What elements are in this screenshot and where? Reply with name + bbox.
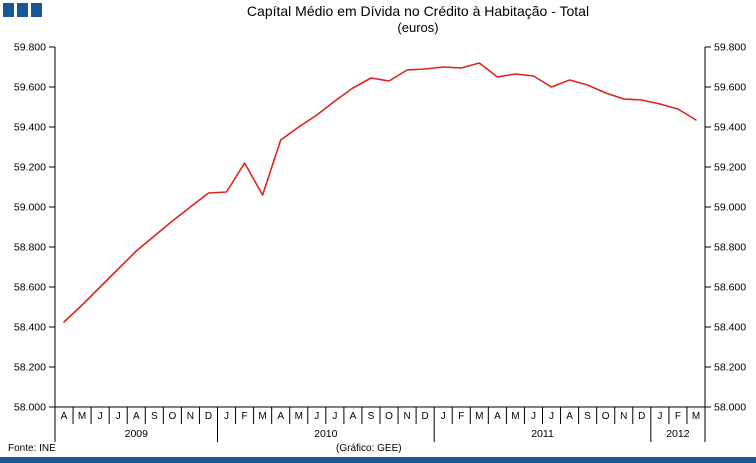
month-label: N [187, 411, 194, 422]
month-label: J [314, 411, 319, 422]
month-label: S [151, 411, 158, 422]
year-label: 2011 [531, 428, 554, 440]
month-label: A [61, 411, 68, 422]
y-tick-label-right: 58.200 [714, 362, 746, 374]
month-label: J [224, 411, 229, 422]
month-label: D [421, 411, 428, 422]
y-tick-label-left: 58.800 [14, 242, 46, 254]
logo-square [31, 3, 42, 17]
y-tick-label-left: 59.600 [14, 82, 46, 94]
month-label: M [475, 411, 483, 422]
month-label: N [620, 411, 627, 422]
month-label: A [494, 411, 501, 422]
month-label: J [531, 411, 536, 422]
month-label: D [638, 411, 645, 422]
month-label: F [458, 411, 464, 422]
month-label: D [205, 411, 212, 422]
month-label: A [350, 411, 357, 422]
month-label: A [277, 411, 284, 422]
month-label: J [549, 411, 554, 422]
y-tick-label-left: 59.800 [14, 42, 46, 54]
month-label: J [116, 411, 121, 422]
chart-subtitle: (euros) [397, 20, 439, 35]
month-label: O [169, 411, 177, 422]
year-label: 2009 [125, 428, 149, 440]
chart-title: Capítal Médio em Dívida no Crédito à Hab… [246, 3, 590, 19]
month-label: J [332, 411, 337, 422]
y-tick-label-right: 59.800 [714, 42, 746, 54]
month-label: S [584, 411, 591, 422]
month-label: M [511, 411, 519, 422]
logo-square [3, 3, 14, 17]
month-label: A [566, 411, 573, 422]
y-tick-label-left: 58.600 [14, 282, 46, 294]
y-tick-label-right: 58.400 [714, 322, 746, 334]
month-label: M [295, 411, 303, 422]
y-tick-label-right: 59.600 [714, 82, 746, 94]
y-tick-label-right: 58.000 [714, 402, 746, 414]
credit-label: (Gráfico: GEE) [336, 443, 402, 454]
month-label: J [657, 411, 662, 422]
y-tick-label-left: 58.400 [14, 322, 46, 334]
y-tick-label-left: 58.000 [14, 402, 46, 414]
month-label: O [602, 411, 610, 422]
month-label: J [441, 411, 446, 422]
month-label: A [133, 411, 140, 422]
data-line [63, 62, 697, 323]
y-tick-label-left: 59.400 [14, 122, 46, 134]
year-label: 2012 [666, 428, 690, 440]
month-label: J [98, 411, 103, 422]
y-tick-label-right: 59.000 [714, 202, 746, 214]
y-tick-label-left: 59.000 [14, 202, 46, 214]
chart-header: Capítal Médio em Dívida no Crédito à Hab… [80, 3, 756, 35]
y-tick-label-right: 59.200 [714, 162, 746, 174]
month-label: F [242, 411, 248, 422]
bottom-bar [0, 457, 756, 463]
month-label: F [675, 411, 681, 422]
y-tick-label-left: 58.200 [14, 362, 46, 374]
y-tick-label-right: 59.400 [714, 122, 746, 134]
logo-square [17, 3, 28, 17]
logo-squares [3, 3, 42, 17]
month-label: O [385, 411, 393, 422]
month-label: M [258, 411, 266, 422]
month-label: M [692, 411, 700, 422]
year-label: 2010 [314, 428, 338, 440]
month-label: N [403, 411, 410, 422]
y-tick-label-left: 59.200 [14, 162, 46, 174]
source-label: Fonte: INE [8, 443, 56, 454]
y-tick-label-right: 58.600 [714, 282, 746, 294]
y-tick-label-right: 58.800 [714, 242, 746, 254]
month-label: S [368, 411, 375, 422]
month-label: M [78, 411, 86, 422]
